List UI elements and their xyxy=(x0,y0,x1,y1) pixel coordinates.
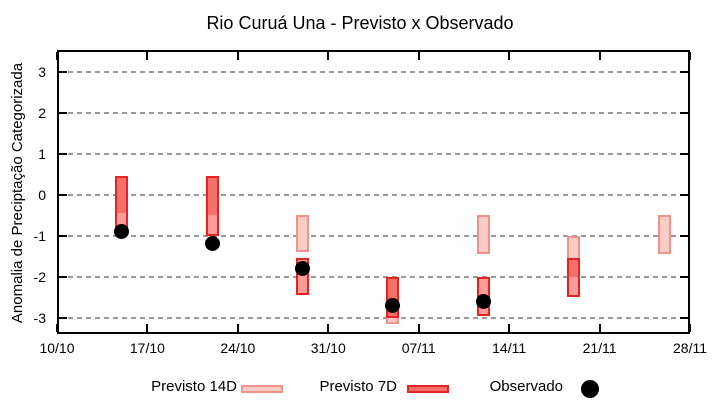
observed-dot xyxy=(204,236,220,252)
y-tick-label: 1 xyxy=(38,145,46,162)
x-tick-label: 21/11 xyxy=(582,340,617,356)
forecast-overlap-segment xyxy=(388,278,398,316)
y-tick-label: 0 xyxy=(38,186,46,203)
y-axis-tick xyxy=(59,70,67,73)
observed-dot xyxy=(294,261,310,277)
forecast-14d-bar xyxy=(295,215,309,253)
x-tick-label: 07/11 xyxy=(401,340,436,356)
gridline xyxy=(59,152,688,155)
x-tick-label: 10/10 xyxy=(39,340,75,356)
y-axis-tick xyxy=(59,111,67,114)
x-axis-tick xyxy=(236,324,239,332)
y-tick-label: 3 xyxy=(38,63,46,80)
x-axis-tick xyxy=(508,52,511,60)
y-axis-tick xyxy=(59,316,67,319)
gridline xyxy=(59,111,688,114)
x-tick-label: 17/10 xyxy=(129,340,165,356)
chart-title: Rio Curuá Una - Previsto x Observado xyxy=(206,13,514,33)
gridline xyxy=(59,234,688,237)
y-axis-tick xyxy=(680,275,688,278)
x-axis-tick xyxy=(598,324,601,332)
y-axis-tick xyxy=(680,111,688,114)
x-axis-tick xyxy=(327,52,330,60)
x-tick-label: 28/11 xyxy=(673,340,707,356)
forecast-overlap-segment xyxy=(117,178,127,214)
legend-swatch-previsto-7d-icon xyxy=(407,385,449,393)
gridline xyxy=(59,70,688,73)
x-axis-tick xyxy=(598,52,601,60)
y-tick-label: 2 xyxy=(38,104,46,121)
gridline xyxy=(59,193,688,196)
y-axis-tick xyxy=(680,316,688,319)
legend-label-previsto-14d: Previsto 14D xyxy=(151,378,237,395)
forecast-14d-bar xyxy=(476,215,490,255)
x-axis-tick xyxy=(236,52,239,60)
legend-swatch-previsto-14d-icon xyxy=(241,385,283,393)
observed-dot xyxy=(385,297,401,313)
y-axis-tick xyxy=(680,234,688,237)
plot-area-border xyxy=(57,50,690,334)
legend-observado-dot-icon xyxy=(581,380,599,398)
y-axis-tick xyxy=(680,193,688,196)
x-axis-tick xyxy=(508,324,511,332)
x-axis-tick xyxy=(327,324,330,332)
y-axis-tick xyxy=(59,275,67,278)
gridline xyxy=(59,316,688,319)
observed-dot xyxy=(114,224,130,240)
x-axis-tick xyxy=(146,324,149,332)
x-tick-label: 14/11 xyxy=(492,340,527,356)
y-tick-label: -2 xyxy=(33,268,46,285)
forecast-14d-bar xyxy=(657,215,671,255)
y-axis-tick xyxy=(680,152,688,155)
forecast-overlap-segment xyxy=(207,178,217,216)
x-axis-tick xyxy=(417,52,420,60)
x-axis-tick xyxy=(689,324,691,332)
x-tick-label: 31/10 xyxy=(310,340,346,356)
forecast-overlap-segment xyxy=(569,260,579,277)
gridline xyxy=(59,275,688,278)
y-axis-tick xyxy=(59,152,67,155)
y-axis-tick xyxy=(59,234,67,237)
x-axis-tick xyxy=(56,324,58,332)
legend-label-observado: Observado xyxy=(489,378,563,395)
x-axis-tick xyxy=(146,52,149,60)
y-tick-label: -1 xyxy=(33,227,46,244)
y-tick-label: -3 xyxy=(33,309,46,326)
x-axis-tick xyxy=(56,52,58,60)
x-axis-tick xyxy=(689,52,691,60)
y-axis-tick xyxy=(680,70,688,73)
legend-label-previsto-7d: Previsto 7D xyxy=(319,378,397,395)
observed-dot xyxy=(475,293,491,309)
x-axis-tick xyxy=(417,324,420,332)
x-tick-label: 24/10 xyxy=(220,340,256,356)
y-axis-tick xyxy=(59,193,67,196)
